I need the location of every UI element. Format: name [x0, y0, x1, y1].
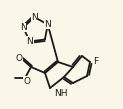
Text: N: N	[20, 23, 27, 32]
Text: O: O	[15, 54, 23, 62]
Text: O: O	[23, 77, 31, 85]
Text: N: N	[44, 20, 51, 29]
Text: F: F	[93, 56, 99, 66]
Text: N: N	[31, 13, 38, 22]
Text: NH: NH	[54, 89, 68, 97]
Text: N: N	[26, 37, 33, 46]
